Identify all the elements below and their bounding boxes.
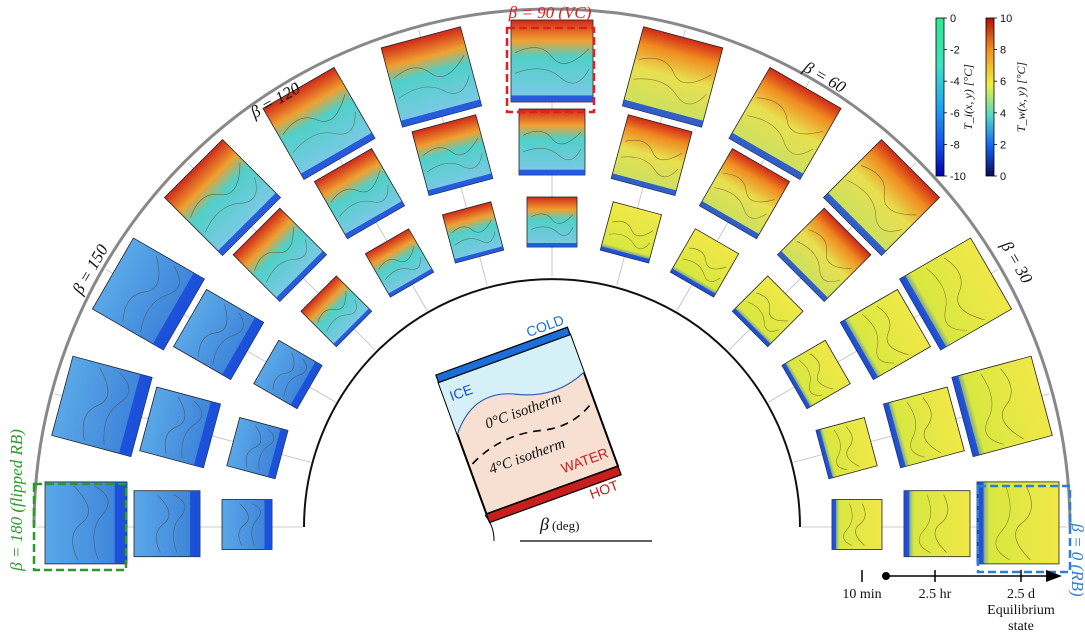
timeline-axis: 10 min 2.5 hr 2.5 d Equilibrium state [842,570,1062,634]
simulation-panel [262,66,376,180]
angle-label-180: β = 180 (flipped RB) [7,429,26,572]
simulation-panel [599,201,663,264]
highlight-box-rb [976,484,1072,574]
angle-label-0: β = 0 (RB) [1068,522,1085,597]
colorbar-water-label: T_w(x, y) [°C] [1014,61,1028,132]
angle-label-30: β = 30 [997,237,1037,287]
simulation-panel [698,147,791,240]
colorbar-tick-label: 2 [1000,139,1006,151]
highlight-box-vc [505,26,596,114]
simulation-panel [172,288,265,381]
simulation-panel [669,228,740,298]
simulation-panel [163,138,282,257]
simulation-panel [728,66,842,180]
simulation-panel [226,416,289,480]
simulation-panel [976,481,1060,565]
simulation-panel [731,275,804,348]
simulation-panel [839,288,932,381]
simulation-panel [221,499,273,550]
simulation-panel [822,138,941,257]
simulation-panel [133,490,201,558]
colorbar-tick-label: -6 [950,108,960,120]
simulation-panel [411,114,494,197]
colorbar-water: 10 8 6 4 2 0 T_w(x, y) [°C] [985,13,1028,183]
colorbar-tick-label: 8 [1000,45,1006,57]
timeline-state-label: state [1008,619,1034,634]
timeline-equilibrium-label: Equilibrium [987,603,1055,618]
colorbar-tick-label: 0 [1000,171,1006,183]
colorbar-ice: 0 -2 -4 -6 -8 -10 T_i(x, y) [°C] [935,13,975,183]
simulation-panel [831,499,883,550]
schematic: COLD ICE 0°C isotherm 4°C isotherm WATER… [435,312,652,542]
simulation-panel [903,490,971,558]
simulation-panel [526,196,578,248]
colorbar-tick-label: -10 [950,171,966,183]
colorbar-tick-label: -4 [950,76,960,88]
colorbar-tick-label: 0 [950,13,956,25]
simulation-panel [621,26,724,128]
simulation-panel [300,275,373,348]
highlight-box-flipped-rb [32,482,128,572]
simulation-panel [781,339,851,410]
schematic-cold-plate [435,326,571,384]
colorbar-tick-label: 6 [1000,76,1006,88]
colorbar-tick-label: 4 [1000,108,1006,120]
simulation-panel [253,339,323,410]
colorbar-tick-label: -8 [950,139,960,151]
simulation-panel [882,386,965,469]
angle-label-90: β = 90 (VC) [508,3,592,22]
simulation-panel [380,26,483,128]
simulation-panel [51,355,153,458]
timeline-tick-2-5hr: 2.5 hr [919,587,952,602]
simulation-panel [510,19,594,103]
simulation-panel [313,147,406,240]
schematic-beta-label: β (deg) [539,514,579,534]
simulation-panel [139,386,222,469]
schematic-label-ice: ICE [447,381,474,404]
simulation-panel [815,416,878,480]
simulation-panel [951,355,1053,458]
simulation-panel [91,237,205,351]
simulation-panel [518,108,586,176]
colorbar-tick-label: 10 [1000,13,1012,25]
simulation-panel [232,207,328,303]
simulation-panel [364,228,435,298]
colorbar-tick-label: -2 [950,45,960,57]
simulation-panel [441,201,505,264]
simulation-panel [776,207,872,303]
schematic-ice-region [438,334,584,435]
simulation-panel [44,481,128,565]
timeline-tick-2-5d: 2.5 d [1007,587,1035,602]
simulation-panel [899,237,1013,351]
timeline-tick-10min: 10 min [842,587,881,602]
simulation-panel [610,114,693,197]
colorbar-ice-label: T_i(x, y) [°C] [961,64,975,130]
